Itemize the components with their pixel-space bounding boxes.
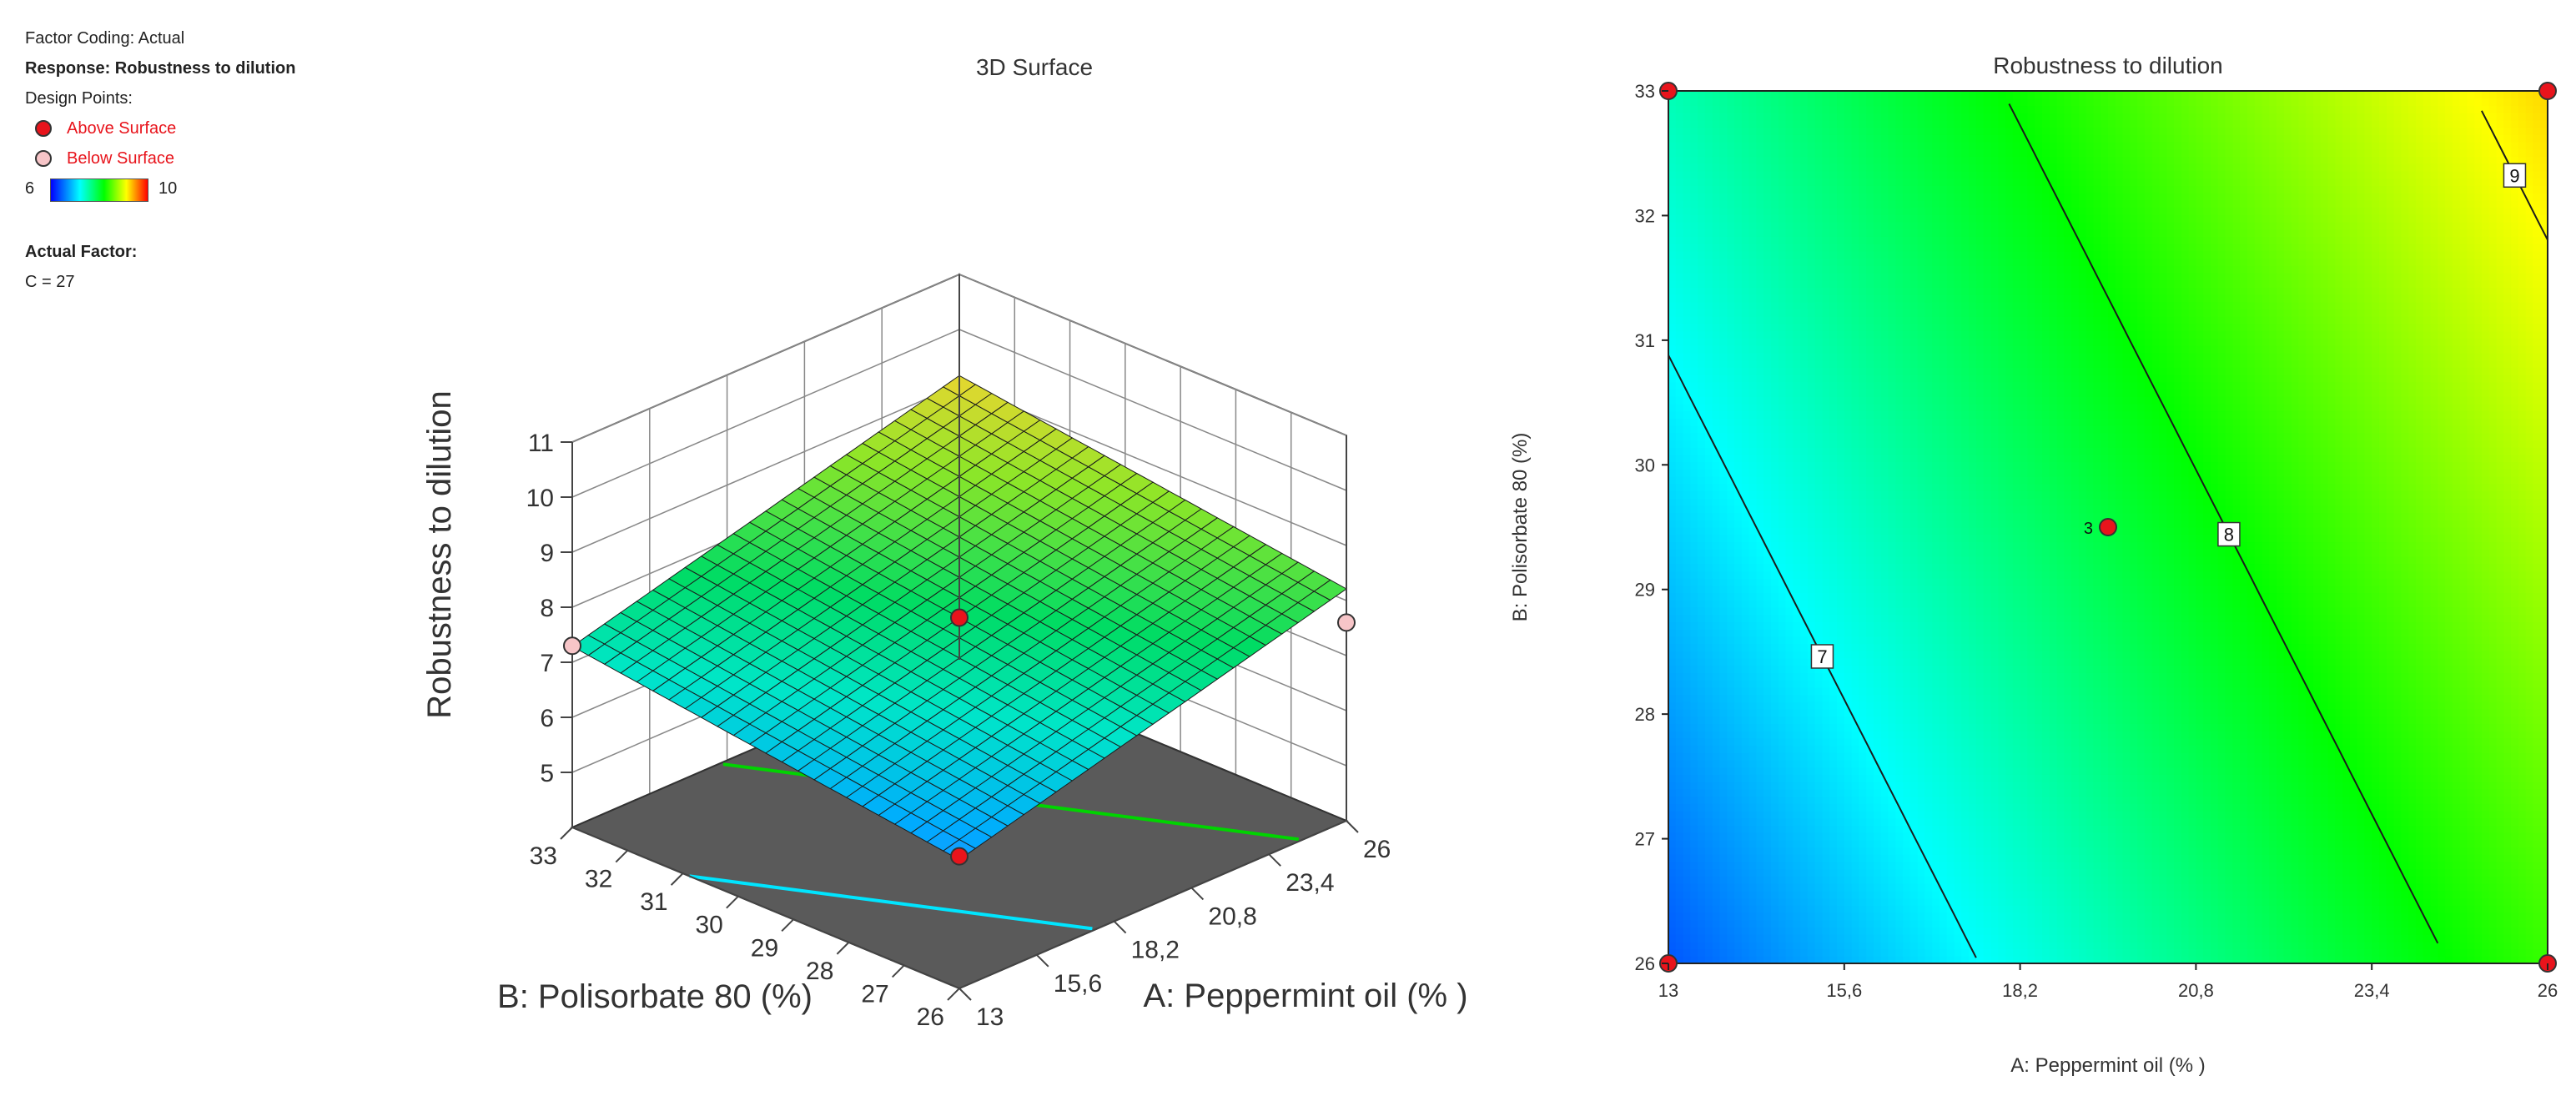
x-tick-label: 15,6 bbox=[1054, 970, 1102, 998]
surface-x-axis-title: A: Peppermint oil (% ) bbox=[1143, 978, 1467, 1014]
y-tick-mark bbox=[670, 872, 684, 886]
y-tick-label: 29 bbox=[751, 934, 778, 962]
z-tick-label: 6 bbox=[540, 705, 554, 732]
z-tick-label: 8 bbox=[540, 595, 554, 622]
z-tick-label: 9 bbox=[540, 540, 554, 567]
y-tick-mark bbox=[836, 942, 850, 955]
y-tick-mark bbox=[560, 827, 573, 840]
design-point-above bbox=[950, 608, 969, 627]
y-tick-mark bbox=[781, 918, 794, 932]
y-tick-label: 31 bbox=[640, 888, 667, 916]
x-tick-label: 26 bbox=[1363, 836, 1391, 863]
x-tick-mark bbox=[1190, 887, 1205, 901]
y-tick-label: 28 bbox=[806, 958, 833, 985]
z-tick-label: 10 bbox=[526, 485, 554, 512]
surface-z-axis-title: Robustness to dilution bbox=[421, 390, 458, 719]
design-point-below bbox=[1337, 613, 1356, 632]
y-tick-label: 27 bbox=[861, 980, 888, 1008]
x-tick-label: 13 bbox=[976, 1003, 1004, 1031]
z-tick-label: 7 bbox=[540, 650, 554, 677]
x-tick-mark bbox=[1268, 853, 1281, 867]
y-tick-label: 26 bbox=[917, 1003, 944, 1031]
y-tick-label: 33 bbox=[530, 842, 557, 870]
y-tick-label: 30 bbox=[695, 912, 722, 939]
design-point-above bbox=[950, 847, 969, 866]
x-tick-label: 23,4 bbox=[1285, 869, 1334, 897]
y-tick-label: 32 bbox=[585, 866, 612, 893]
x-tick-label: 20,8 bbox=[1208, 902, 1256, 930]
y-tick-mark bbox=[892, 964, 905, 978]
surface-chart-title: 3D Surface bbox=[976, 54, 1093, 80]
x-tick-mark bbox=[1346, 820, 1359, 833]
y-tick-mark bbox=[615, 849, 628, 863]
z-tick-label: 11 bbox=[528, 430, 554, 457]
design-point-below bbox=[563, 636, 581, 656]
y-tick-mark bbox=[947, 988, 960, 1001]
surface-y-axis-title: B: Polisorbate 80 (%) bbox=[497, 978, 813, 1015]
x-tick-mark bbox=[1113, 920, 1127, 934]
x-tick-mark bbox=[1036, 954, 1049, 968]
x-tick-mark bbox=[958, 988, 972, 1001]
x-tick-label: 18,2 bbox=[1131, 937, 1180, 964]
y-tick-mark bbox=[726, 896, 739, 909]
z-tick-label: 5 bbox=[540, 760, 554, 787]
